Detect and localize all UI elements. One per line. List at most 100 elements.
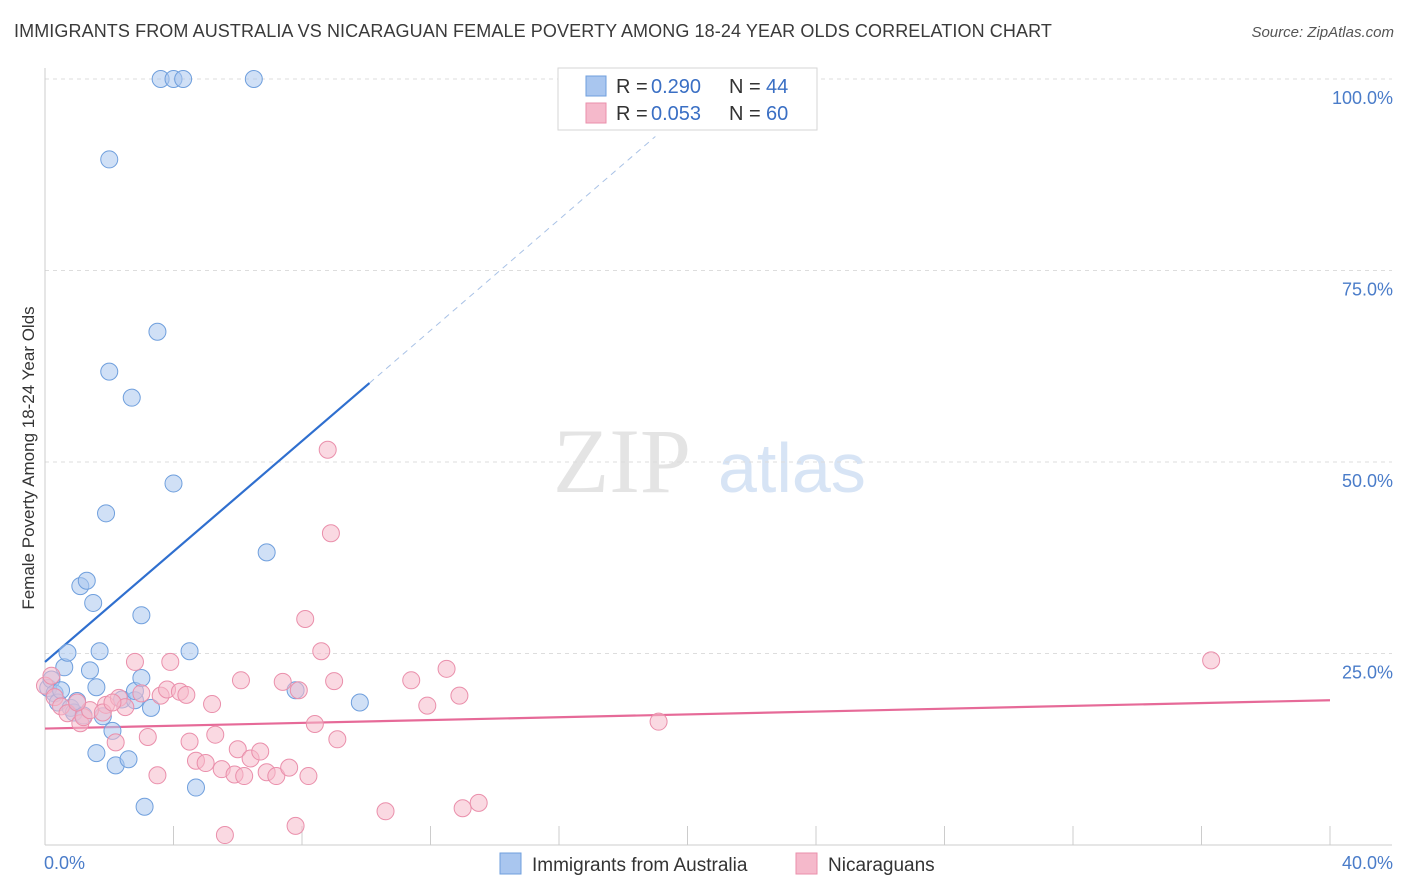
point-pink-57 xyxy=(103,693,122,712)
point-pink-50 xyxy=(437,659,456,678)
point-blue-16 xyxy=(87,744,106,763)
point-pink-17 xyxy=(161,652,180,671)
bottom-legend-label-1: Immigrants from Australia xyxy=(532,855,748,876)
trend-line-blue xyxy=(44,382,371,663)
point-blue-32 xyxy=(142,698,161,717)
legend-n-value-1: 44 xyxy=(766,76,788,98)
legend-n-value-2: 60 xyxy=(766,103,788,125)
data-points xyxy=(36,70,1221,845)
legend-swatch-pink xyxy=(585,102,607,124)
point-pink-53 xyxy=(469,793,488,812)
point-blue-6 xyxy=(58,643,77,662)
trend-line-pink xyxy=(44,699,1331,730)
legend-r-value-2: 0.053 xyxy=(651,103,701,125)
point-pink-47 xyxy=(376,802,395,821)
stats-legend: R = 0.290 N = 44 R = 0.053 N = 60 xyxy=(557,67,818,131)
point-pink-44 xyxy=(321,524,340,543)
point-blue-14 xyxy=(84,593,103,612)
point-pink-51 xyxy=(450,686,469,705)
x-tick-label-min: 0.0% xyxy=(44,853,85,873)
point-blue-40 xyxy=(257,543,276,562)
y-tick-label-100: 100.0% xyxy=(1332,88,1393,108)
bottom-legend-label-2: Nicaraguans xyxy=(828,855,935,876)
legend-r-value-1: 0.290 xyxy=(651,76,701,98)
legend-r-label-2: R = xyxy=(616,103,648,125)
point-pink-59 xyxy=(42,666,61,685)
point-pink-23 xyxy=(203,695,222,714)
point-pink-24 xyxy=(206,725,225,744)
point-blue-12 xyxy=(77,571,96,590)
axes xyxy=(44,68,1392,846)
point-pink-29 xyxy=(235,767,254,786)
point-pink-36 xyxy=(280,758,299,777)
point-pink-22 xyxy=(196,754,215,773)
bottom-legend-swatch-pink xyxy=(795,852,818,875)
point-pink-14 xyxy=(148,766,167,785)
point-blue-41 xyxy=(244,70,263,88)
point-blue-25 xyxy=(119,750,138,769)
point-pink-19 xyxy=(177,685,196,704)
point-pink-41 xyxy=(305,714,324,733)
point-pink-38 xyxy=(289,681,308,700)
bottom-legend-swatch-blue xyxy=(499,852,522,875)
trend-extension-blue xyxy=(369,136,656,384)
legend-n-label-2: N = xyxy=(729,103,761,125)
gridlines xyxy=(45,78,1392,654)
point-pink-12 xyxy=(132,684,151,703)
legend-n-label-1: N = xyxy=(729,76,761,98)
point-pink-33 xyxy=(267,767,286,786)
point-pink-31 xyxy=(251,742,270,761)
point-pink-8 xyxy=(106,733,125,752)
y-tick-label-25: 25.0% xyxy=(1342,663,1393,683)
point-blue-43 xyxy=(350,693,369,712)
point-pink-55 xyxy=(1202,651,1221,670)
point-pink-13 xyxy=(138,727,157,746)
point-pink-49 xyxy=(418,696,437,715)
watermark-atlas: atlas xyxy=(718,429,866,507)
point-pink-52 xyxy=(453,799,472,818)
series-legend: Immigrants from Australia Nicaraguans xyxy=(499,852,935,876)
point-pink-26 xyxy=(215,826,234,845)
y-tick-label-75: 75.0% xyxy=(1342,280,1393,300)
point-pink-20 xyxy=(180,732,199,751)
trend-lines xyxy=(44,136,1331,730)
point-pink-42 xyxy=(312,642,331,661)
y-tick-label-50: 50.0% xyxy=(1342,471,1393,491)
legend-r-label-1: R = xyxy=(616,76,648,98)
point-pink-35 xyxy=(231,671,250,690)
point-blue-20 xyxy=(100,362,119,381)
point-blue-17 xyxy=(90,642,109,661)
point-blue-37 xyxy=(174,70,193,88)
point-blue-33 xyxy=(148,322,167,341)
tick-labels: 25.0% 50.0% 75.0% 100.0% 0.0% 40.0% xyxy=(44,88,1393,873)
point-blue-15 xyxy=(87,678,106,697)
point-blue-30 xyxy=(132,606,151,625)
chart-title: IMMIGRANTS FROM AUSTRALIA VS NICARAGUAN … xyxy=(14,21,1052,41)
point-pink-54 xyxy=(649,712,668,731)
watermark: ZIP atlas xyxy=(553,410,866,512)
point-pink-40 xyxy=(299,767,318,786)
point-pink-48 xyxy=(402,671,421,690)
point-blue-39 xyxy=(186,778,205,797)
point-pink-39 xyxy=(296,610,315,629)
point-blue-21 xyxy=(100,150,119,169)
point-blue-38 xyxy=(180,642,199,661)
x-tick-label-max: 40.0% xyxy=(1342,853,1393,873)
point-pink-58 xyxy=(68,693,87,712)
point-blue-13 xyxy=(80,661,99,680)
watermark-zip: ZIP xyxy=(553,410,691,512)
y-axis-label: Female Poverty Among 18-24 Year Olds xyxy=(19,306,38,609)
point-pink-27 xyxy=(228,740,247,759)
point-blue-26 xyxy=(122,388,141,407)
point-pink-37 xyxy=(286,816,305,835)
point-blue-19 xyxy=(97,504,116,523)
point-pink-34 xyxy=(273,672,292,691)
point-blue-29 xyxy=(132,669,151,688)
point-blue-31 xyxy=(135,797,154,816)
source-label: Source: ZipAtlas.com xyxy=(1251,24,1394,41)
point-pink-43 xyxy=(318,440,337,459)
point-pink-45 xyxy=(325,672,344,691)
point-pink-11 xyxy=(125,652,144,671)
point-blue-36 xyxy=(164,474,183,493)
